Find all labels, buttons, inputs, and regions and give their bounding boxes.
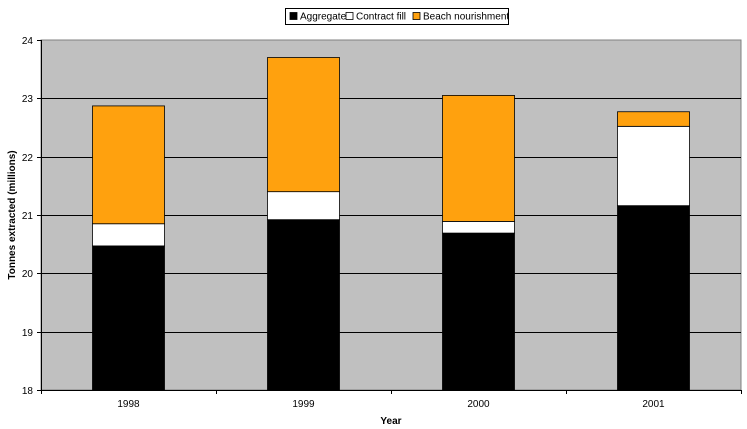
legend-label-beach-nourishment: Beach nourishment	[423, 12, 509, 23]
x-axis-title: Year	[380, 416, 401, 427]
bar-beach-nourishment-1999	[267, 57, 340, 193]
y-axis-title: Tonnes extracted (millions)	[7, 150, 18, 279]
y-tick-label-24: 24	[22, 36, 34, 47]
y-tick-label-22: 22	[22, 153, 34, 164]
bar-aggregate-2001	[617, 205, 690, 391]
y-tick-label-19: 19	[22, 328, 34, 339]
bar-beach-nourishment-1998	[92, 105, 165, 225]
bars	[92, 57, 690, 391]
legend-swatch-aggregate	[289, 12, 298, 20]
x-tick-label-2000: 2000	[467, 399, 490, 410]
x-tick-label-1999: 1999	[292, 399, 315, 410]
axes: 18 19 20 21 22 23 24 1998 1999 2000 2001	[22, 36, 742, 410]
bar-contract-fill-2001	[617, 125, 690, 207]
y-tick-label-18: 18	[22, 386, 34, 397]
x-tick-label-2001: 2001	[642, 399, 665, 410]
legend-box	[285, 8, 509, 25]
legend-label-aggregate: Aggregate	[300, 12, 347, 23]
y-tick-label-20: 20	[22, 269, 34, 280]
bar-beach-nourishment-2001	[617, 111, 690, 127]
bar-contract-fill-1998	[92, 223, 165, 247]
x-tick-label-1998: 1998	[117, 399, 140, 410]
legend-swatch-contract-fill	[345, 12, 354, 20]
bar-aggregate-1998	[92, 245, 165, 391]
y-tick-label-23: 23	[22, 94, 34, 105]
bar-aggregate-1999	[267, 219, 340, 391]
bar-aggregate-2000	[442, 232, 515, 391]
legend-label-contract-fill: Contract fill	[356, 12, 406, 23]
y-tick-label-21: 21	[22, 211, 34, 222]
bar-beach-nourishment-2000	[442, 95, 515, 222]
legend: Aggregate Contract fill Beach nourishment	[285, 8, 509, 25]
legend-swatch-beach-nourishment	[412, 12, 421, 20]
bar-contract-fill-1999	[267, 191, 340, 221]
bar-contract-fill-2000	[442, 221, 515, 234]
